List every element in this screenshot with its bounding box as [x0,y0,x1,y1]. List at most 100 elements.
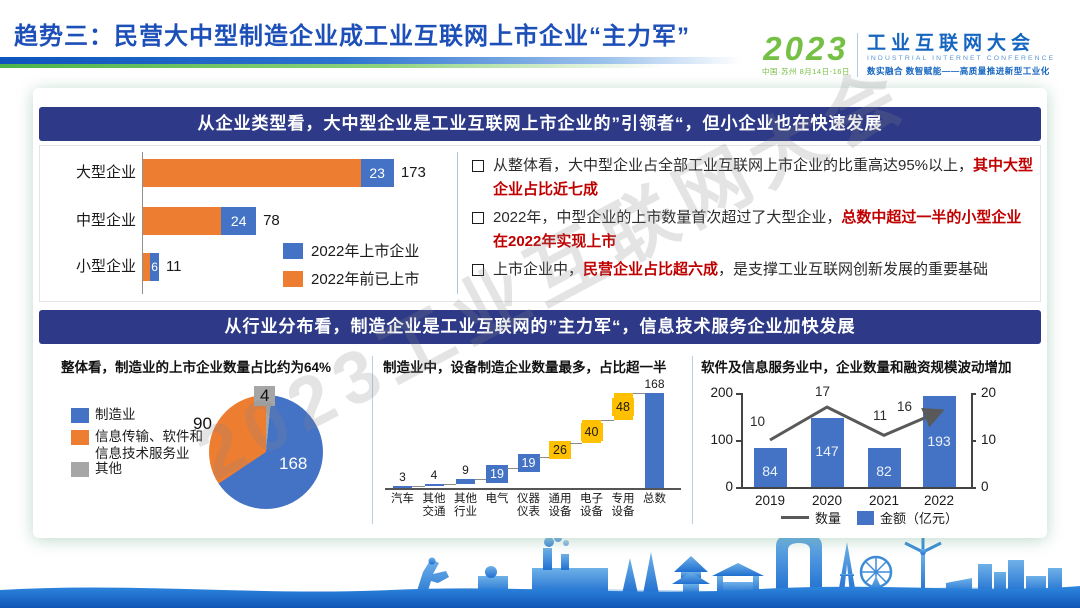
header-divider-blue [0,57,757,64]
bar-total-label: 78 [263,212,280,229]
highlight-text: 总数中超过一半的小型企业在2022年实现上市 [493,209,1022,250]
plain-text: 2022年，中型企业的上市数量首次超过了大型企业， [493,209,842,226]
waterfall-category-label: 电子 设备 [580,493,603,519]
waterfall-value-chip: 19 [486,464,508,483]
bullet-item: 2022年，中型企业的上市数量首次超过了大型企业，总数中超过一半的小型企业在20… [472,206,1034,254]
waterfall-category-label: 电气 [485,493,509,505]
section-type-banner: 从企业类型看，大中型企业是工业互联网上市企业的”引领者“，但小企业也在快速发展 [39,107,1041,141]
pie-legend-label: 其他 [95,461,122,476]
combo-left-tick-label: 100 [710,432,733,447]
waterfall-connector [412,486,425,488]
legend-label: 2022年上市企业 [311,243,420,260]
bullet-square-icon [472,264,484,276]
combo-left-tick-mark [736,393,741,395]
waterfall-connector [569,442,582,444]
bullet-square-icon [472,160,484,172]
pie-chart [209,395,323,509]
waterfall-connector [601,420,614,422]
logo-divider [856,33,858,77]
combo-category-label: 2021 [868,493,900,508]
combo-bar-value-label: 147 [815,443,839,460]
bar-category-label: 大型企业 [75,164,136,181]
combo-left-tick-mark [736,440,741,442]
city-skyline-graphic [0,532,1080,608]
bullet-text: 2022年，中型企业的上市数量首次超过了大型企业，总数中超过一半的小型企业在20… [493,206,1034,254]
pie-chart-title: 整体看，制造业的上市企业数量占比约为64% [61,360,332,375]
page-title: 趋势三：民营大中型制造企业成工业互联网上市企业“主力军” [14,23,690,50]
waterfall-category-label: 专用 设备 [611,493,635,519]
pie-label-manufacturing: 168 [279,454,308,473]
enterprise-type-panel: 大型企业 23 173 中型企业 24 78 小型企业 6 11 2022年上市企业 2022年前已… [39,145,1041,302]
bar-segment-pre2022 [143,253,151,281]
combo-bar [753,447,787,487]
combo-right-tick-label: 0 [981,479,989,494]
combo-category-label: 2022 [923,493,955,508]
combo-bar [867,448,901,487]
plain-text: 上市企业中， [493,261,584,278]
logo-year: 2023 [763,29,849,67]
column-divider-1 [372,356,373,524]
panel-divider [457,152,458,294]
waterfall-bar [424,484,444,487]
pie-legend-label: 信息传输、软件和 信息技术服务业 [95,429,203,461]
waterfall-value-label: 3 [399,470,406,485]
combo-right-tick-mark [971,393,976,395]
waterfall-value-label: 4 [430,468,438,483]
highlight-text: 其中大型企业占比近七成 [493,157,1034,198]
waterfall-category-label: 汽车 [391,493,414,505]
bullet-item: 从整体看，大中型企业占全部工业互联网上市企业的比重高达95%以上，其中大型企业占… [472,154,1034,202]
pie-legend-swatch [71,408,89,423]
waterfall-bar [645,393,664,488]
combo-chart-title: 软件及信息服务业中，企业数量和融资规模波动增加 [701,360,1012,375]
combo-chart-panel: 软件及信息服务业中，企业数量和融资规模波动增加 0 100 200 0 10 20 84 20… [697,348,1041,532]
combo-left-tick-label: 0 [725,479,733,494]
bar-total-label: 173 [400,164,426,181]
waterfall-connector [443,484,456,486]
bar-chart-legend-item: 2022年前已上市 [283,268,419,289]
legend-bar-swatch [857,510,875,525]
bar-category-label: 小型企业 [75,258,136,275]
bar-chart-axis [142,152,143,294]
waterfall-category-label: 仪器 仪表 [517,493,540,519]
combo-bar-value-label: 84 [762,463,778,479]
combo-legend: 数量 金额（亿元） [781,508,958,527]
waterfall-bar [456,478,475,485]
waterfall-value-chip: 40 [580,422,603,441]
header-divider-green [0,64,700,68]
section-industry-banner: 从行业分布看，制造企业是工业互联网的”主力军“，信息技术服务企业加快发展 [39,310,1041,344]
waterfall-chart-panel: 制造业中，设备制造企业数量最多，占比超一半 3 4 9 19 19 26 40 48 168 汽车… [379,348,691,532]
bullet-list: 从整体看，大中型企业占全部工业互联网上市企业的比重高达95%以上，其中大型企业占… [472,154,1034,286]
waterfall-value-chip: 19 [517,453,540,472]
waterfall-category-label: 其他 行业 [454,493,477,519]
industry-panels: 整体看，制造业的上市企业数量占比约为64% 4 90 168 制造业 信息传输、软件和信… [39,348,1041,532]
combo-line-value-label: 16 [897,398,913,414]
logo-name-en: INDUSTRIAL INTERNET CONFERENCE [866,54,1056,62]
combo-right-tick-label: 20 [981,385,997,400]
pie-label-other: 4 [254,386,276,406]
combo-x-axis [741,487,971,489]
logo-slogan: 数实融合 数智赋能——高质量推进新型工业化 [866,65,1050,76]
pie-chart-panel: 整体看，制造业的上市企业数量占比约为64% 4 90 168 制造业 信息传输、软件和信… [47,348,369,532]
legend-line-swatch [781,516,809,519]
combo-left-axis [741,393,743,487]
bullet-square-icon [472,212,484,224]
bullet-text: 从整体看，大中型企业占全部工业互联网上市企业的比重高达95%以上，其中大型企业占… [493,154,1034,202]
legend-label: 金额（亿元） [880,511,959,526]
waterfall-value-label: 168 [644,377,665,392]
stacked-bar-chart: 大型企业 23 173 中型企业 24 78 小型企业 6 11 2022年上市企业 2022年前已… [40,146,455,301]
conference-logo: 2023 中国·苏州 8月14日-16日 工业互联网大会 INDUSTRIAL … [762,26,1074,84]
bar-segment-pre2022 [143,207,222,235]
bar-segment-pre2022 [143,159,361,187]
bar-chart-legend-item: 2022年上市企业 [283,240,419,261]
waterfall-category-label: 总数 [643,493,666,505]
combo-left-tick-mark [736,487,741,489]
content-card: 从企业类型看，大中型企业是工业互联网上市企业的”引领者“，但小企业也在快速发展 … [33,88,1047,538]
logo-name-cn: 工业互联网大会 [866,32,1035,54]
highlight-text: 民营企业占比超六成 [583,261,719,278]
waterfall-connector [506,468,519,470]
waterfall-connector [632,393,645,395]
combo-category-label: 2019 [754,493,786,508]
legend-swatch [283,270,303,287]
pie-legend-swatch [71,430,89,445]
legend-label: 2022年前已上市 [311,271,420,288]
